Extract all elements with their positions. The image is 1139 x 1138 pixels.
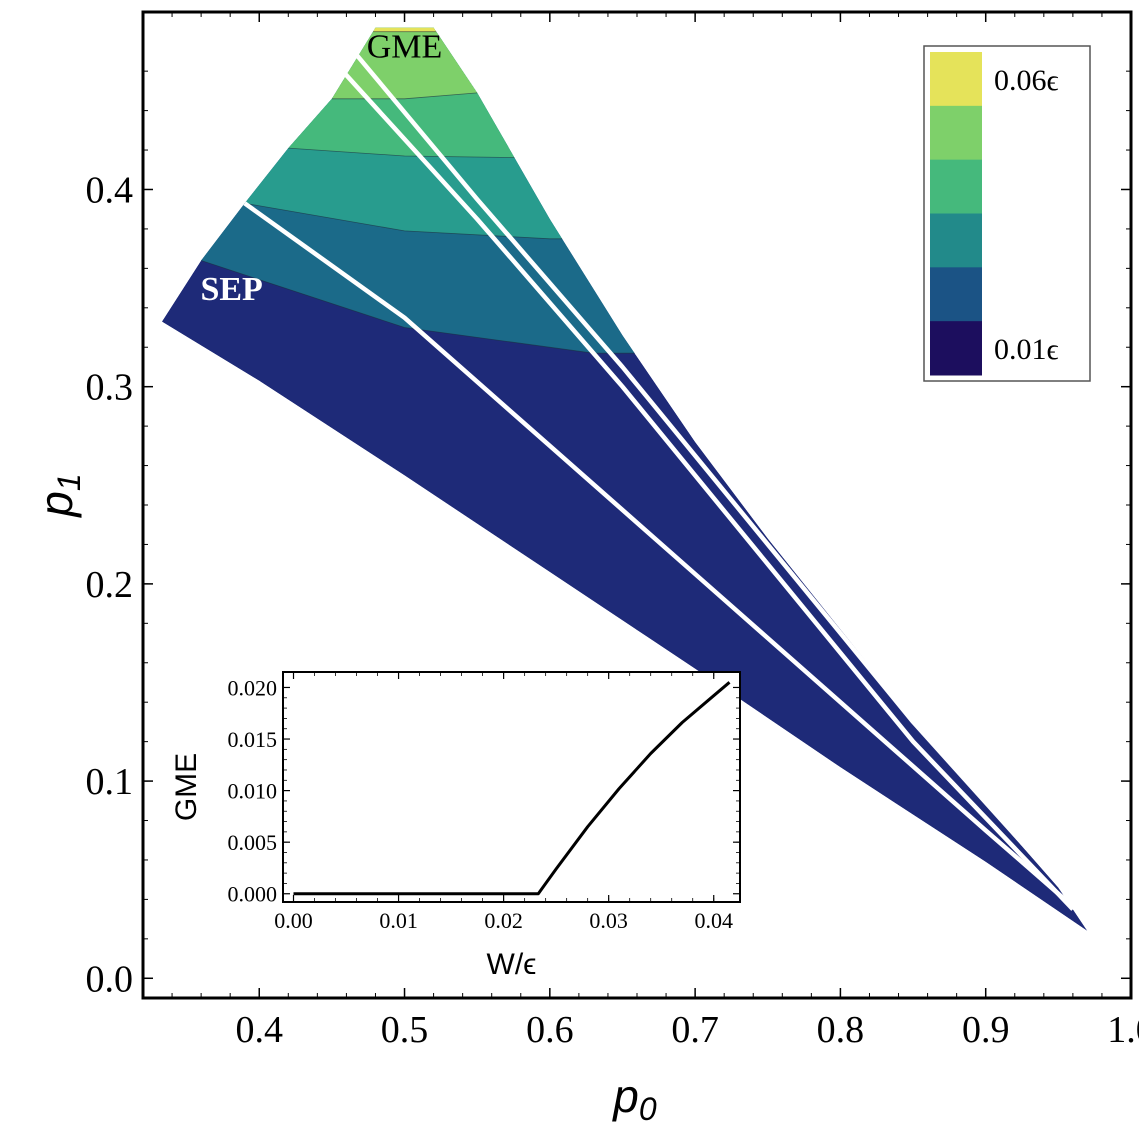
y-axis-label: p1: [30, 473, 87, 518]
boundary-line-gme: [337, 65, 1075, 911]
inset-y-tick-label: 0.020: [228, 675, 278, 700]
x-axis-label-subscript: 0: [639, 1091, 657, 1127]
y-tick-label: 0.0: [86, 958, 134, 1000]
y-tick-label: 0.3: [86, 367, 134, 409]
legend-swatch-4: [930, 267, 982, 322]
inset-frame: [282, 671, 741, 903]
inset-x-tick-label: 0.01: [379, 908, 418, 933]
x-tick-label: 0.4: [235, 1009, 283, 1051]
legend-swatch-3: [930, 213, 982, 268]
inset-y-tick-label: 0.010: [228, 779, 278, 804]
contour-line-2: [288, 147, 536, 159]
legend-top-label: 0.06ϵ: [994, 64, 1059, 97]
y-tick-label: 0.1: [86, 761, 134, 803]
inset-y-tick-label: 0.015: [228, 727, 278, 752]
legend: 0.06ϵ 0.01ϵ: [923, 45, 1091, 382]
x-tick-label: 0.8: [817, 1009, 865, 1051]
legend-bottom-label: 0.01ϵ: [994, 333, 1059, 366]
annotation-sep: SEP: [200, 271, 262, 308]
inset-y-tick-label: 0.005: [228, 830, 278, 855]
contour-line-0: [200, 260, 667, 354]
x-tick-label: 0.5: [381, 1009, 429, 1051]
x-axis-label: p0: [611, 1070, 657, 1127]
inset-x-axis-label: W/ϵ: [487, 948, 537, 981]
legend-swatch-1: [930, 105, 982, 161]
inset-series-line: [293, 681, 731, 896]
boundary-line-sep: [243, 201, 1089, 921]
contour-band-5: [161, 27, 1088, 32]
y-axis-label-subscript: 1: [51, 473, 87, 491]
inset-x-tick-label: 0.04: [694, 908, 733, 933]
inset-x-tick-label: 0.00: [274, 908, 313, 933]
x-tick-label: 0.7: [671, 1009, 719, 1051]
y-tick-label: 0.2: [86, 564, 134, 606]
inset-y-axis-label: GME: [170, 753, 203, 821]
inset-x-tick-label: 0.03: [589, 908, 628, 933]
legend-swatch-5: [930, 321, 982, 376]
inset-plot: 0.00 0.01 0.02 0.03 0.04 0.000 0.005 0.010 0.015…: [170, 671, 741, 981]
y-tick-label: 0.4: [86, 169, 134, 211]
legend-swatch-2: [930, 159, 982, 214]
contour-line-3: [331, 92, 478, 100]
x-tick-label: 0.9: [962, 1009, 1010, 1051]
main-ticks: [143, 12, 1132, 998]
x-tick-label: 0.6: [526, 1009, 574, 1051]
boundary-line-gme-inner: [351, 49, 1075, 901]
inset-y-tick-label: 0.000: [228, 882, 278, 907]
annotation-gme: GME: [367, 28, 443, 65]
inset-x-tick-label: 0.02: [484, 908, 523, 933]
legend-swatch-0: [930, 52, 982, 107]
x-tick-label: 1.0: [1107, 1009, 1139, 1051]
axis-labels: 0.4 0.5 0.6 0.7 0.8 0.9 1.0 0.0 0.1 0.2 0.3 0.4 p0 p1: [30, 169, 1139, 1127]
